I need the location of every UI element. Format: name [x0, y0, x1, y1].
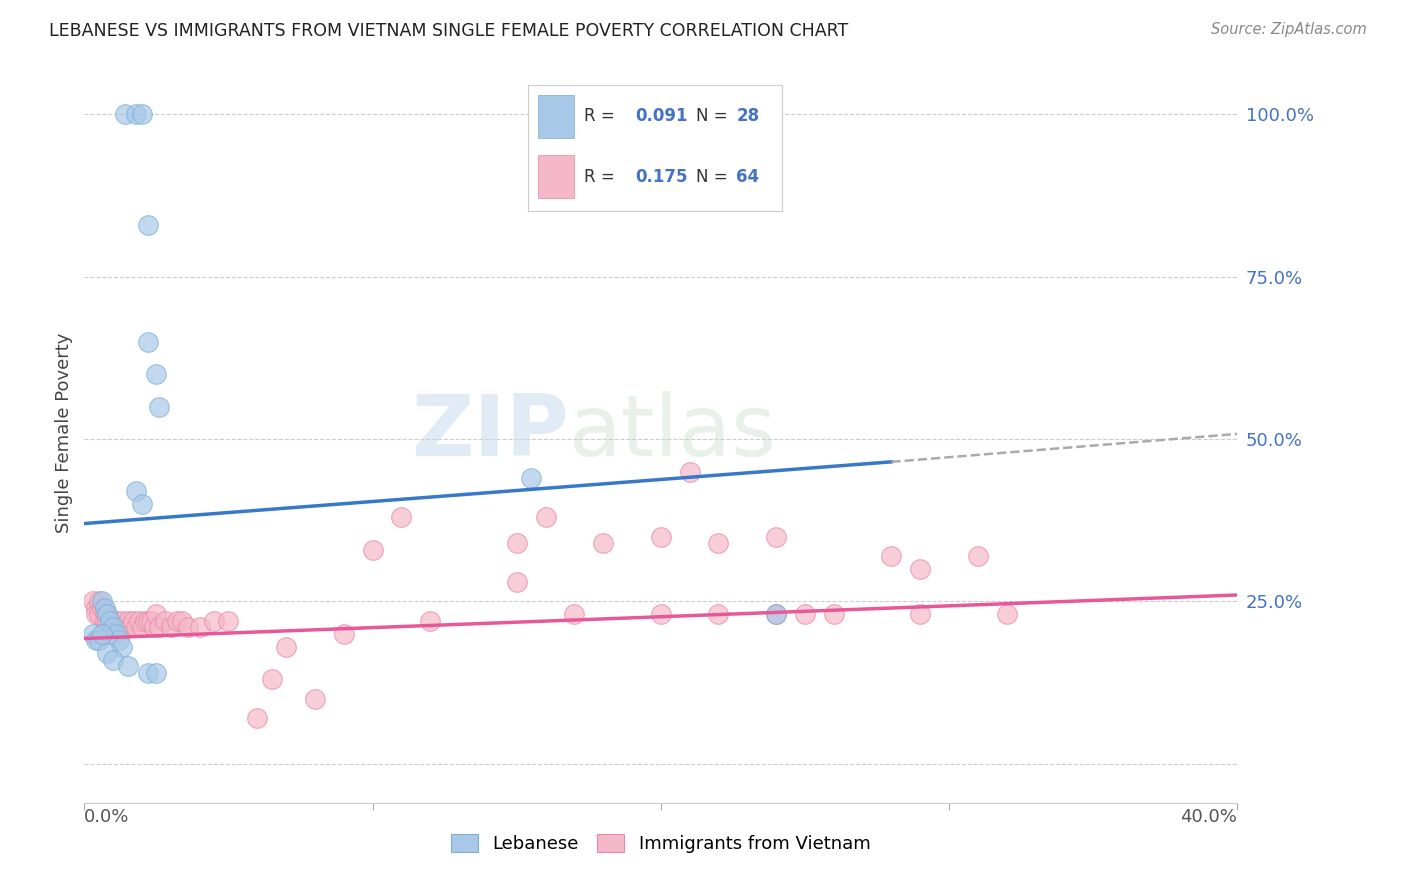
- Point: [98, 614, 121, 628]
- Point: [114, 107, 136, 121]
- Text: 0.0%: 0.0%: [84, 808, 129, 826]
- Point: [111, 640, 134, 654]
- Point: [246, 711, 269, 725]
- Point: [419, 614, 441, 628]
- Point: [145, 665, 167, 680]
- Text: atlas: atlas: [568, 391, 776, 475]
- Point: [131, 497, 153, 511]
- Point: [391, 510, 413, 524]
- Point: [87, 607, 110, 622]
- Point: [707, 536, 730, 550]
- Point: [87, 594, 110, 608]
- Point: [534, 510, 557, 524]
- Point: [506, 574, 529, 589]
- Point: [160, 620, 183, 634]
- Point: [96, 614, 118, 628]
- Point: [218, 614, 240, 628]
- Text: Source: ZipAtlas.com: Source: ZipAtlas.com: [1211, 22, 1367, 37]
- Point: [125, 620, 148, 634]
- Text: ZIP: ZIP: [411, 391, 568, 475]
- Point: [145, 367, 167, 381]
- Point: [765, 607, 787, 622]
- Point: [96, 607, 118, 622]
- Point: [910, 562, 932, 576]
- Point: [188, 620, 211, 634]
- Point: [96, 607, 118, 622]
- Point: [122, 614, 145, 628]
- Point: [128, 614, 150, 628]
- Point: [520, 471, 543, 485]
- Point: [177, 620, 200, 634]
- Point: [765, 607, 787, 622]
- Point: [880, 549, 903, 563]
- Point: [84, 601, 107, 615]
- Point: [995, 607, 1018, 622]
- Point: [136, 614, 159, 628]
- Point: [592, 536, 614, 550]
- Legend: Lebanese, Immigrants from Vietnam: Lebanese, Immigrants from Vietnam: [444, 827, 877, 861]
- Point: [153, 614, 176, 628]
- Point: [967, 549, 990, 563]
- Point: [707, 607, 730, 622]
- Point: [96, 647, 118, 661]
- Point: [114, 620, 136, 634]
- Point: [87, 633, 110, 648]
- Point: [765, 529, 787, 543]
- Point: [139, 614, 162, 628]
- Point: [148, 400, 170, 414]
- Point: [131, 620, 153, 634]
- Point: [260, 673, 283, 687]
- Point: [136, 665, 159, 680]
- Point: [105, 614, 128, 628]
- Point: [103, 620, 124, 634]
- Point: [98, 614, 121, 628]
- Point: [910, 607, 932, 622]
- Point: [108, 633, 131, 648]
- Point: [148, 620, 170, 634]
- Point: [650, 529, 672, 543]
- Point: [679, 465, 702, 479]
- Point: [823, 607, 845, 622]
- Point: [117, 659, 139, 673]
- Text: 40.0%: 40.0%: [1181, 808, 1237, 826]
- Point: [276, 640, 298, 654]
- Point: [125, 484, 148, 499]
- Text: LEBANESE VS IMMIGRANTS FROM VIETNAM SINGLE FEMALE POVERTY CORRELATION CHART: LEBANESE VS IMMIGRANTS FROM VIETNAM SING…: [49, 22, 848, 40]
- Point: [304, 692, 326, 706]
- Point: [564, 607, 586, 622]
- Point: [134, 614, 156, 628]
- Point: [136, 218, 159, 232]
- Y-axis label: Single Female Poverty: Single Female Poverty: [55, 333, 73, 533]
- Point: [117, 614, 139, 628]
- Point: [202, 614, 225, 628]
- Point: [145, 607, 167, 622]
- Point: [108, 620, 131, 634]
- Point: [506, 536, 529, 550]
- Point: [125, 107, 148, 121]
- Point: [82, 594, 104, 608]
- Point: [90, 601, 112, 615]
- Point: [103, 620, 124, 634]
- Point: [142, 620, 165, 634]
- Point: [90, 627, 112, 641]
- Point: [93, 601, 115, 615]
- Point: [84, 607, 107, 622]
- Point: [166, 614, 188, 628]
- Point: [82, 627, 104, 641]
- Point: [103, 653, 124, 667]
- Point: [650, 607, 672, 622]
- Point: [131, 107, 153, 121]
- Point: [136, 334, 159, 349]
- Point: [111, 614, 134, 628]
- Point: [120, 620, 142, 634]
- Point: [105, 627, 128, 641]
- Point: [794, 607, 817, 622]
- Point: [84, 633, 107, 648]
- Point: [93, 614, 115, 628]
- Point: [93, 607, 115, 622]
- Point: [90, 594, 112, 608]
- Point: [361, 542, 384, 557]
- Point: [172, 614, 194, 628]
- Point: [333, 627, 356, 641]
